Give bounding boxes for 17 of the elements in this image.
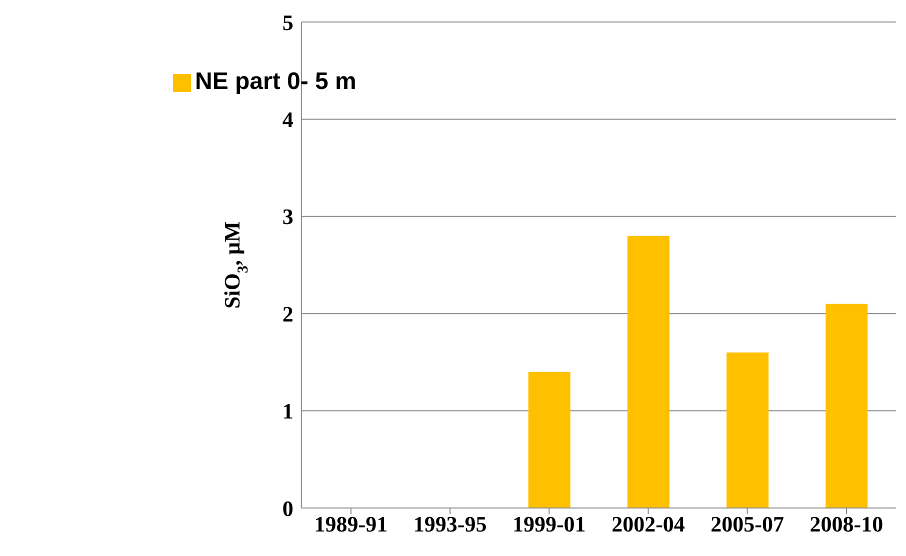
x-tick-label: 1999-01 xyxy=(512,512,586,537)
y-tick-label: 5 xyxy=(282,10,294,35)
bar xyxy=(726,352,769,508)
legend-label: NE part 0- 5 m xyxy=(195,68,356,95)
y-tick-label: 4 xyxy=(282,107,294,132)
x-tick-label: 1993-95 xyxy=(413,512,487,537)
y-tick-label: 1 xyxy=(282,398,294,424)
x-tick-label: 2005-07 xyxy=(710,512,784,537)
bar xyxy=(826,304,868,508)
bar xyxy=(528,372,570,508)
y-tick-label: 2 xyxy=(282,301,294,326)
y-tick-label: 3 xyxy=(282,204,294,230)
x-tick-label: 1989-91 xyxy=(314,512,388,537)
y-tick-label: 0 xyxy=(282,496,294,521)
bar xyxy=(627,236,670,508)
x-tick-label: 2002-04 xyxy=(612,512,685,537)
x-tick-label: 2008-10 xyxy=(810,512,884,537)
